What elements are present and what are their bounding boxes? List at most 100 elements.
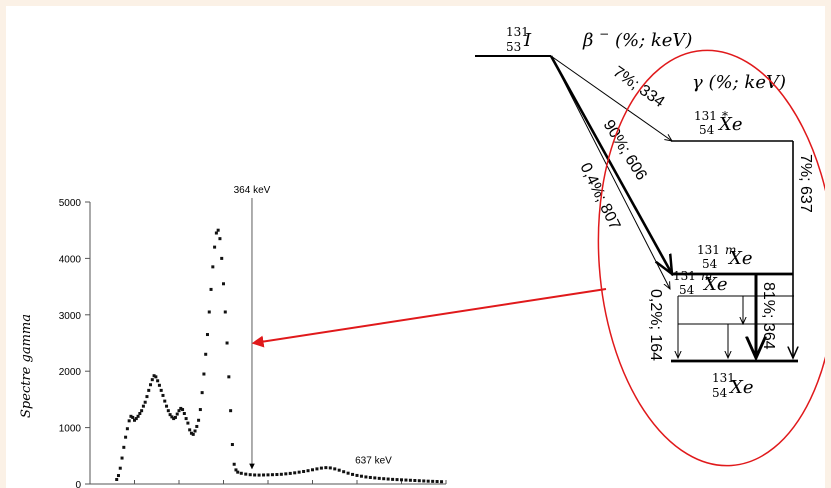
data-point (161, 393, 165, 397)
y-tick-label: 0 (75, 480, 81, 488)
data-point (202, 372, 206, 376)
link-arrow (251, 288, 607, 348)
data-point (154, 375, 158, 379)
figure-panel: 0 1000 2000 3000 4000 5000 Spectre gamma 364 … (6, 6, 825, 488)
y-tick-label: 5000 (59, 198, 82, 209)
figure-canvas: 0 1000 2000 3000 4000 5000 Spectre gamma 364 … (19, 21, 825, 488)
data-point (435, 480, 439, 484)
gamma-label-637: 7%; 637 (797, 154, 814, 213)
beta-label-606: 90%; 606 (600, 117, 650, 183)
gamma-units: (%; keV) (709, 72, 787, 93)
data-point (204, 352, 208, 356)
data-point (129, 414, 133, 418)
data-point (364, 475, 368, 479)
data-point (227, 375, 231, 379)
data-point (136, 414, 140, 418)
data-point (413, 479, 417, 483)
data-point (346, 471, 350, 475)
y-tick-label: 4000 (59, 254, 82, 265)
data-point (140, 409, 144, 413)
data-point (229, 409, 233, 413)
data-point (386, 477, 390, 481)
data-point (220, 256, 224, 260)
data-point (163, 399, 167, 403)
data-point (279, 472, 283, 476)
decay-scheme: 131 53 I β − (%; keV) γ (%; keV) 7%; 334… (251, 21, 825, 467)
y-tick-label: 2000 (59, 367, 82, 378)
parent-nuclide-label: 131 53 I (506, 21, 534, 55)
data-point (297, 470, 301, 474)
data-point (149, 383, 153, 387)
highlight-ellipse (597, 49, 825, 467)
data-point (395, 478, 399, 482)
data-point (165, 404, 169, 408)
data-point (342, 470, 346, 474)
beta-greek: β (582, 30, 593, 51)
data-point (337, 468, 341, 472)
data-point (173, 415, 177, 419)
data-point (382, 477, 386, 481)
data-point (188, 428, 192, 432)
data-point (319, 466, 323, 470)
data-point (116, 474, 120, 478)
data-point (223, 310, 227, 314)
data-point (275, 473, 279, 477)
spectrum-chart: 0 1000 2000 3000 4000 5000 Spectre gamma 364 … (19, 185, 447, 488)
data-point (270, 473, 274, 477)
data-point (189, 431, 193, 435)
beta-header: β − (%; keV) (582, 22, 692, 51)
peak-label: 364 keV (234, 185, 271, 196)
y-axis-label: Spectre gamma (19, 314, 34, 418)
data-point (306, 469, 310, 473)
data-point (120, 456, 124, 460)
data-point (257, 473, 261, 477)
data-point (179, 406, 183, 410)
data-point (156, 379, 160, 383)
data-point (157, 383, 161, 387)
data-point (404, 478, 408, 482)
data-point (266, 473, 270, 477)
data-point (293, 471, 297, 475)
gamma-greek: γ (692, 72, 703, 93)
y-tick-label: 1000 (59, 424, 82, 435)
level-label-xe-star: 131 * 54 Xe (694, 105, 742, 138)
gamma-label-364: 81%; 364 (760, 282, 777, 350)
data-point (170, 415, 174, 419)
data-point (133, 418, 136, 422)
data-point (172, 417, 176, 421)
beta-arrow-807 (550, 55, 670, 289)
level-label-xe-m-lower: 131 m 54 Xe (673, 265, 727, 298)
data-point (200, 391, 204, 395)
data-point (377, 476, 381, 480)
data-point (417, 479, 421, 483)
data-point (239, 471, 243, 475)
data-point (131, 415, 135, 419)
data-point (207, 310, 211, 314)
data-point (359, 474, 363, 478)
data-point (368, 475, 372, 479)
data-point (175, 412, 179, 416)
data-point (351, 472, 355, 476)
data-point (141, 404, 145, 408)
data-point (205, 333, 209, 337)
data-point (214, 231, 218, 235)
data-point (193, 429, 197, 433)
data-point (134, 417, 138, 421)
beta-arrow-334 (550, 55, 672, 141)
data-point (253, 473, 257, 477)
data-point (181, 408, 185, 412)
data-point (168, 413, 172, 417)
data-point (150, 378, 154, 382)
data-point (198, 408, 202, 412)
data-point (177, 409, 181, 413)
data-point (152, 374, 156, 378)
data-point (262, 473, 266, 477)
data-point (124, 435, 128, 439)
data-point (184, 417, 188, 421)
x-ticks (89, 480, 447, 484)
data-point (218, 237, 222, 241)
y-ticks: 0 1000 2000 3000 4000 5000 (59, 198, 90, 488)
data-point (147, 388, 151, 392)
data-point (197, 418, 201, 422)
peak-label: 637 keV (355, 455, 392, 466)
